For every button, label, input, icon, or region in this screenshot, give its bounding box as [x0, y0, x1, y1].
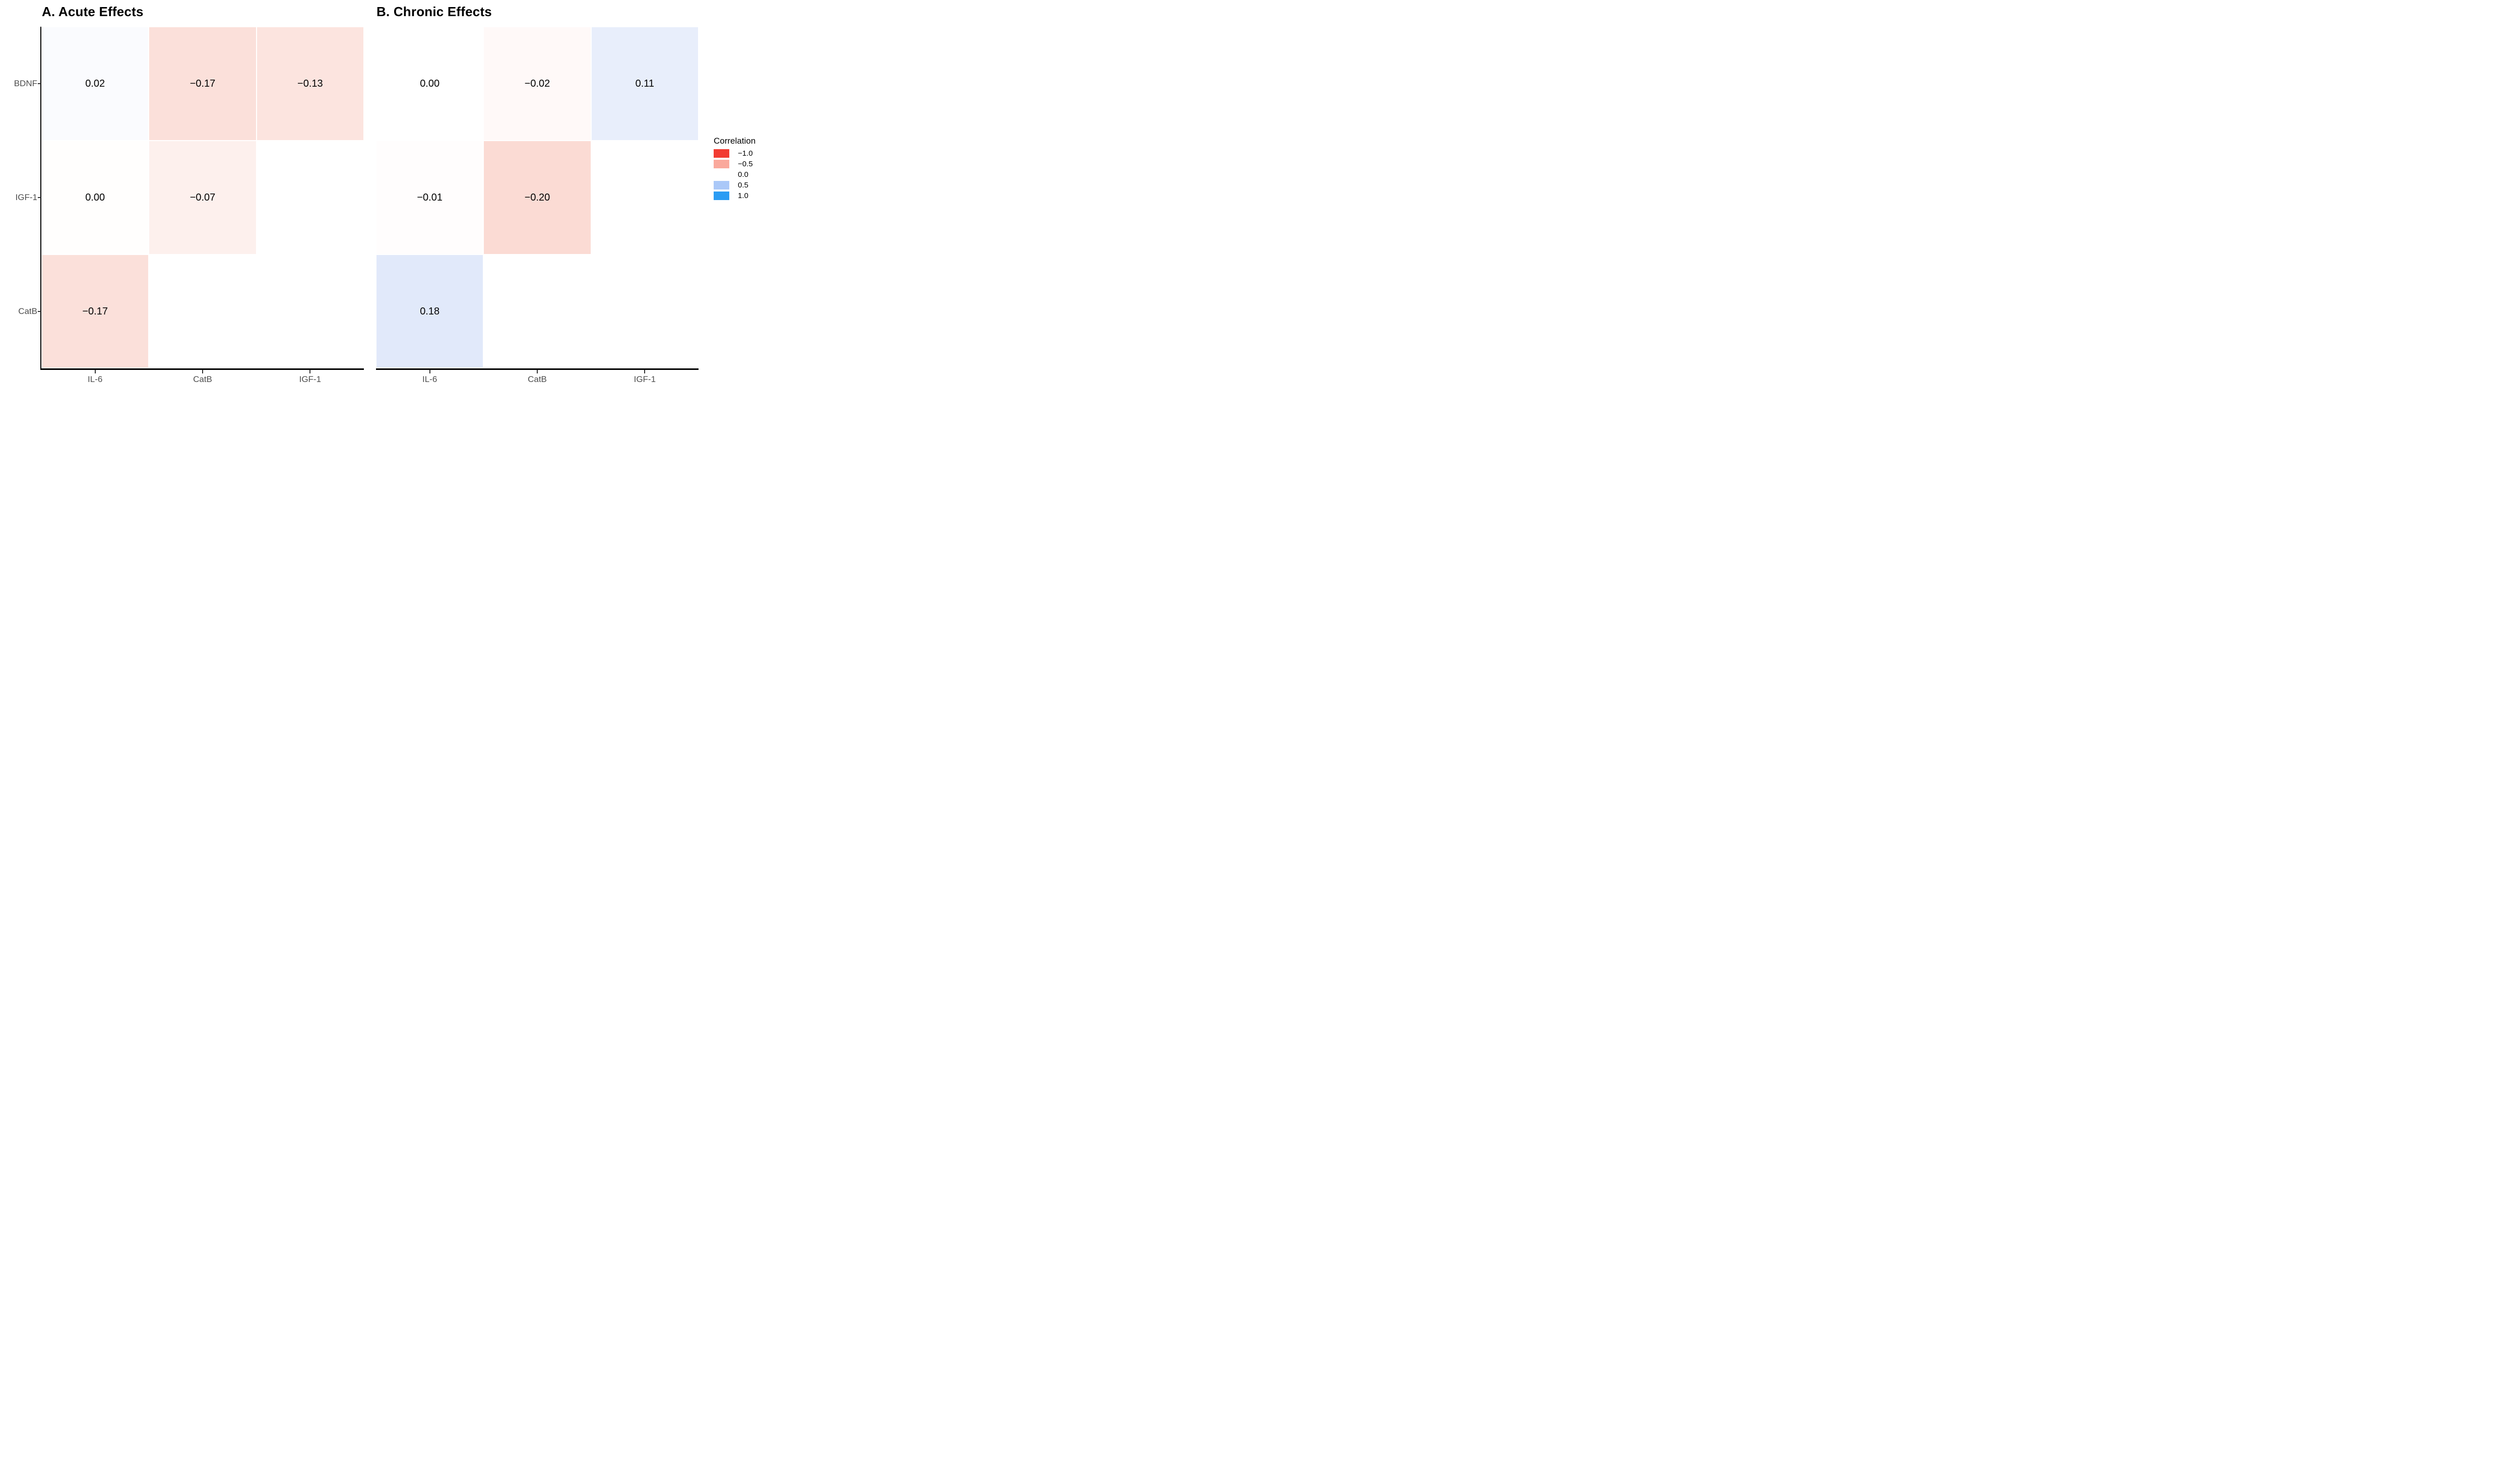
cell-value: −0.01: [417, 192, 443, 203]
heatmap-cell: −0.13: [256, 27, 364, 141]
legend-title: Correlation: [714, 136, 756, 146]
x-axis-line: [40, 368, 364, 370]
x-axis-label: IGF-1: [299, 374, 322, 384]
cell-value: 0.18: [420, 305, 440, 317]
heatmap-cell: −0.02: [483, 27, 591, 141]
heatmap-cell: −0.17: [149, 27, 257, 141]
legend-swatch: [714, 149, 729, 158]
y-axis-label: IGF-1: [15, 193, 37, 202]
heatmap-cell: −0.07: [149, 141, 257, 255]
heatmap-plot-b: 0.00 −0.02 0.11 −0.01 −0.20 0.18: [376, 27, 699, 368]
x-axis-tick: [429, 370, 430, 373]
legend-entry: 1.0: [714, 192, 755, 200]
legend-label: −0.5: [738, 160, 753, 168]
cell-value: −0.17: [190, 78, 216, 89]
x-axis-label: IL-6: [88, 374, 103, 384]
legend-entry: 0.0: [714, 170, 755, 179]
heatmap-plot-a: 0.02 −0.17 −0.13 0.00 −0.07 −0.17: [41, 27, 364, 368]
legend-swatch: [714, 192, 729, 200]
cell-value: −0.07: [190, 192, 216, 203]
cell-value: −0.20: [524, 192, 550, 203]
x-axis-tick: [309, 370, 311, 373]
x-axis-label: CatB: [193, 374, 212, 384]
legend-label: 0.0: [738, 170, 748, 179]
y-axis-tick: [38, 83, 41, 84]
cell-value: 0.02: [85, 78, 105, 89]
y-axis-tick: [38, 311, 41, 312]
panel-title: A. Acute Effects: [42, 4, 144, 19]
heatmap-cell: 0.02: [41, 27, 149, 141]
x-axis-line: [376, 368, 699, 370]
heatmap-cell: −0.01: [376, 141, 484, 255]
heatmap-cell: −0.17: [41, 255, 149, 368]
x-axis-label: CatB: [528, 374, 547, 384]
legend-label: −1.0: [738, 149, 753, 158]
x-axis-tick: [537, 370, 538, 373]
heatmap-cell: 0.00: [376, 27, 484, 141]
legend-swatch: [714, 181, 729, 189]
y-axis-label: CatB: [18, 306, 37, 316]
legend-label: 0.5: [738, 181, 748, 189]
cell-value: 0.11: [635, 78, 655, 89]
legend-entries: −1.0 −0.5 0.0 0.5 1.0: [714, 149, 755, 200]
cell-value: −0.02: [524, 78, 550, 89]
correlation-heatmap-figure: A. Acute Effects 0.02 −0.17 −0.13 0.00 −0.07 −…: [0, 0, 776, 385]
x-axis-tick: [644, 370, 646, 373]
x-axis-label: IGF-1: [634, 374, 656, 384]
panel-title: B. Chronic Effects: [376, 4, 492, 19]
cell-value: −0.13: [297, 78, 323, 89]
x-axis-tick: [94, 370, 96, 373]
legend-swatch: [714, 160, 729, 168]
legend-label: 1.0: [738, 192, 748, 200]
heatmap-cell: 0.11: [591, 27, 699, 141]
cell-value: 0.00: [85, 192, 105, 203]
x-axis-tick: [202, 370, 203, 373]
cell-value: −0.17: [82, 305, 108, 317]
heatmap-cell: −0.20: [483, 141, 591, 255]
y-axis-tick: [38, 197, 41, 198]
y-axis-line: [40, 27, 41, 370]
y-axis-label: BDNF: [14, 79, 37, 88]
legend: Correlation −1.0 −0.5 0.0 0.5 1.0: [714, 136, 755, 202]
legend-entry: −1.0: [714, 149, 755, 158]
legend-entry: −0.5: [714, 160, 755, 168]
heatmap-cell: 0.18: [376, 255, 484, 368]
heatmap-cell: 0.00: [41, 141, 149, 255]
legend-entry: 0.5: [714, 181, 755, 189]
cell-value: 0.00: [420, 78, 440, 89]
x-axis-label: IL-6: [422, 374, 437, 384]
